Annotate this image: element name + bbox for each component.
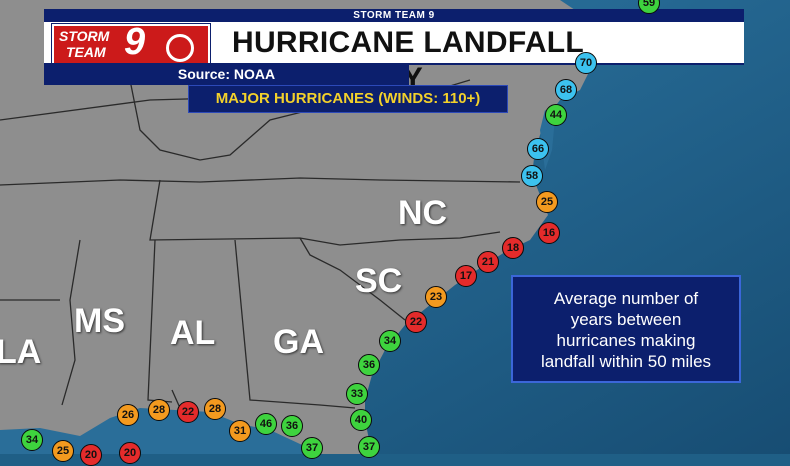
landfall-marker: 22 bbox=[177, 401, 199, 423]
landfall-marker: 22 bbox=[405, 311, 427, 333]
landfall-marker: 23 bbox=[425, 286, 447, 308]
landfall-marker: 70 bbox=[575, 52, 597, 74]
state-label-la: LA bbox=[0, 333, 42, 371]
landfall-marker: 46 bbox=[255, 413, 277, 435]
landfall-marker: 17 bbox=[455, 265, 477, 287]
landfall-marker: 68 bbox=[555, 79, 577, 101]
source-label: Source: NOAA bbox=[44, 63, 409, 85]
title-bar: STORM TEAM 9 HURRICANE LANDFALL FREQUENC… bbox=[44, 21, 744, 95]
landfall-marker: 25 bbox=[52, 440, 74, 462]
landfall-marker: 37 bbox=[358, 436, 380, 458]
logo-number: 9 bbox=[124, 21, 146, 63]
landfall-marker: 16 bbox=[538, 222, 560, 244]
landfall-marker: 26 bbox=[117, 404, 139, 426]
subtitle-label: MAJOR HURRICANES (WINDS: 110+) bbox=[188, 85, 508, 113]
landfall-marker: 20 bbox=[119, 442, 141, 464]
landfall-marker: 36 bbox=[281, 415, 303, 437]
legend-line: years between bbox=[570, 310, 682, 329]
landfall-marker: 21 bbox=[477, 251, 499, 273]
legend-line: Average number of bbox=[553, 289, 699, 308]
logo-word-storm: STORM bbox=[59, 28, 110, 44]
landfall-marker: 58 bbox=[521, 165, 543, 187]
station-banner: STORM TEAM 9 bbox=[44, 9, 744, 22]
state-label-sc: SC bbox=[355, 262, 403, 300]
landfall-marker: 36 bbox=[358, 354, 380, 376]
landfall-marker: 25 bbox=[536, 191, 558, 213]
logo-ring-icon bbox=[166, 34, 194, 62]
landfall-marker: 33 bbox=[346, 383, 368, 405]
station-logo: STORM TEAM 9 bbox=[52, 21, 210, 65]
gulf-water bbox=[0, 408, 320, 454]
landfall-marker: 20 bbox=[80, 444, 102, 466]
landfall-marker: 28 bbox=[148, 399, 170, 421]
landfall-marker: 28 bbox=[204, 398, 226, 420]
landfall-marker: 18 bbox=[502, 237, 524, 259]
state-label-nc: NC bbox=[398, 194, 448, 232]
legend-box: Average number of years between hurrican… bbox=[511, 275, 741, 383]
logo-word-team: TEAM bbox=[66, 44, 106, 60]
landfall-marker: 31 bbox=[229, 420, 251, 442]
landfall-marker: 34 bbox=[379, 330, 401, 352]
landfall-marker: 40 bbox=[350, 409, 372, 431]
landfall-marker: 44 bbox=[545, 104, 567, 126]
landfall-marker: 66 bbox=[527, 138, 549, 160]
landfall-marker: 34 bbox=[21, 429, 43, 451]
landfall-marker: 37 bbox=[301, 437, 323, 459]
state-label-al: AL bbox=[170, 314, 216, 352]
legend-line: hurricanes making bbox=[556, 331, 696, 350]
legend-line: landfall within 50 miles bbox=[540, 352, 712, 371]
state-label-ms: MS bbox=[74, 302, 125, 340]
state-label-ga: GA bbox=[273, 323, 324, 361]
